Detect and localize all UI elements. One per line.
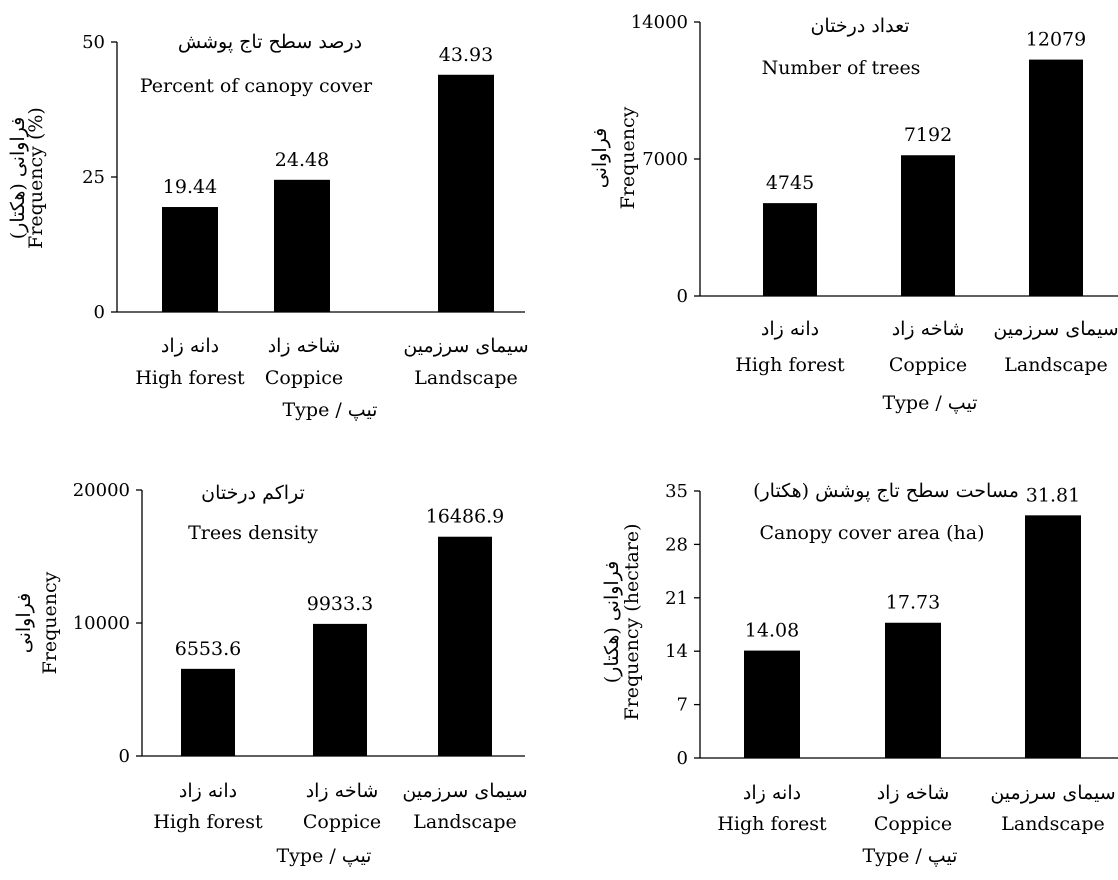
category-label-3: Landscape	[414, 367, 517, 389]
bar-3	[438, 536, 492, 756]
chart-panel-2: 4745 7192 12079 0 7000 14000 تعداد درختان Numbe…	[589, 12, 1118, 414]
value-label-1: 4745	[766, 172, 814, 194]
category-label-3: Landscape	[1004, 354, 1107, 376]
category-label-2: Coppice	[889, 354, 967, 376]
category-label-2: Coppice	[874, 813, 952, 835]
x-axis-label: Type / تیپ	[283, 399, 378, 421]
bar-3	[438, 74, 494, 312]
y-tick-label-1: 0	[677, 286, 688, 307]
y-axis-label-persian: فراوانی	[589, 128, 611, 188]
value-label-3: 31.81	[1026, 484, 1080, 506]
category-label-persian-3: سیمای سرزمین	[993, 318, 1118, 340]
title: Number of trees	[762, 57, 921, 79]
bar-1	[744, 650, 800, 758]
category-label-3: Landscape	[413, 811, 516, 833]
bar-2	[313, 623, 367, 756]
category-label-persian-1: دانه زاد	[179, 780, 237, 802]
category-label-1: High forest	[135, 367, 245, 389]
bar-2	[274, 179, 330, 312]
category-label-persian-3: سیمای سرزمین	[402, 780, 527, 802]
x-axis-label: Type / تیپ	[863, 845, 958, 867]
category-label-3: Landscape	[1001, 813, 1104, 835]
bar-2	[901, 155, 955, 296]
y-tick-label-4: 21	[665, 588, 688, 609]
value-label-2: 24.48	[275, 149, 329, 171]
y-tick-label-2: 7	[677, 695, 688, 716]
x-axis-label: Type / تیپ	[883, 392, 978, 414]
y-tick-label-6: 35	[665, 481, 688, 502]
y-tick-label-2: 10000	[73, 613, 130, 634]
category-label-persian-2: شاخه زاد	[268, 335, 341, 357]
title: Canopy cover area (ha)	[759, 522, 984, 544]
value-label-2: 7192	[904, 124, 952, 146]
y-axis-label-persian: فراوانی	[13, 593, 35, 653]
value-label-3: 12079	[1026, 29, 1086, 51]
category-label-2: Coppice	[265, 367, 343, 389]
y-axis-label: Frequency (%)	[25, 107, 47, 249]
y-axis-label-persian: فراوانی (هکتار)	[7, 117, 29, 240]
y-axis-label: Frequency	[617, 106, 639, 209]
y-axis-label-persian: فراوانی (هکتار)	[601, 561, 623, 684]
category-label-1: High forest	[153, 811, 263, 833]
x-axis-label: Type / تیپ	[277, 845, 372, 867]
category-label-persian-3: سیمای سرزمین	[403, 335, 528, 357]
category-label-persian-1: دانه زاد	[161, 335, 219, 357]
value-label-2: 17.73	[886, 592, 940, 614]
bar-3	[1025, 515, 1081, 758]
category-label-1: High forest	[735, 354, 845, 376]
value-label-1: 19.44	[163, 176, 217, 198]
bar-1	[181, 668, 235, 756]
title-persian: تراکم درختان	[201, 482, 305, 504]
value-label-1: 14.08	[745, 620, 799, 642]
category-label-persian-2: شاخه زاد	[306, 780, 379, 802]
title: Percent of canopy cover	[140, 75, 373, 97]
title: Trees density	[188, 522, 318, 544]
category-label-persian-1: دانه زاد	[743, 782, 801, 804]
y-tick-label-1: 0	[94, 302, 105, 323]
value-label-3: 16486.9	[426, 506, 505, 528]
value-label-3: 43.93	[439, 44, 493, 66]
title-persian: مساحت سطح تاج پوشش (هکتار)	[753, 480, 1019, 502]
category-label-1: High forest	[717, 813, 827, 835]
y-tick-label-3: 50	[82, 32, 105, 53]
y-tick-label-3: 14000	[631, 12, 688, 33]
bar-1	[763, 203, 817, 296]
y-tick-label-1: 0	[119, 746, 130, 767]
category-label-persian-2: شاخه زاد	[877, 782, 950, 804]
title-persian: درصد سطح تاج پوشش	[178, 31, 362, 53]
y-tick-label-2: 25	[82, 167, 105, 188]
title-persian: تعداد درختان	[810, 15, 909, 37]
category-label-persian-2: شاخه زاد	[892, 318, 965, 340]
category-label-2: Coppice	[303, 811, 381, 833]
value-label-1: 6553.6	[175, 638, 241, 660]
category-label-persian-1: دانه زاد	[761, 318, 819, 340]
chart-panel-1: 19.44 24.48 43.93 0 25 50 درصد سطح تاج پوشش Per…	[7, 31, 529, 421]
y-axis-label: Frequency	[39, 571, 61, 674]
y-tick-label-3: 20000	[73, 480, 130, 501]
y-tick-label-3: 14	[665, 641, 688, 662]
y-axis-label: Frequency (hectare)	[621, 523, 643, 720]
bar-3	[1029, 59, 1083, 297]
y-tick-label-5: 28	[665, 534, 688, 555]
chart-panel-3: 6553.6 9933.3 16486.9 0 10000 20000 تراکم درخت…	[13, 480, 528, 867]
bar-1	[162, 207, 218, 312]
y-tick-label-2: 7000	[642, 149, 688, 170]
bar-2	[885, 622, 941, 758]
value-label-2: 9933.3	[307, 593, 373, 615]
category-label-persian-3: سیمای سرزمین	[990, 782, 1115, 804]
chart-panel-4: 14.08 17.73 31.81 0 7 14 21 28 35 مساحت سطح تاج پ…	[601, 480, 1118, 867]
y-tick-label-1: 0	[677, 748, 688, 769]
